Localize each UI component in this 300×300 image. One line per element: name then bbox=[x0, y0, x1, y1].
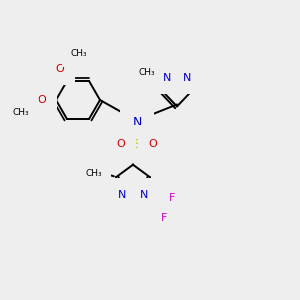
Text: CH₃: CH₃ bbox=[71, 49, 87, 58]
Text: S: S bbox=[133, 137, 141, 151]
Text: CH₃: CH₃ bbox=[85, 169, 102, 178]
Text: CH₃: CH₃ bbox=[139, 68, 155, 77]
Text: F: F bbox=[160, 213, 167, 223]
Text: F: F bbox=[168, 193, 175, 202]
Text: O: O bbox=[56, 64, 64, 74]
Text: N: N bbox=[163, 73, 171, 83]
Text: O: O bbox=[38, 95, 46, 105]
Text: O: O bbox=[148, 139, 158, 149]
Text: CH₃: CH₃ bbox=[13, 109, 30, 118]
Text: N: N bbox=[183, 73, 191, 83]
Text: N: N bbox=[132, 116, 142, 130]
Text: N: N bbox=[140, 190, 148, 200]
Text: N: N bbox=[118, 190, 127, 200]
Text: O: O bbox=[117, 139, 125, 149]
